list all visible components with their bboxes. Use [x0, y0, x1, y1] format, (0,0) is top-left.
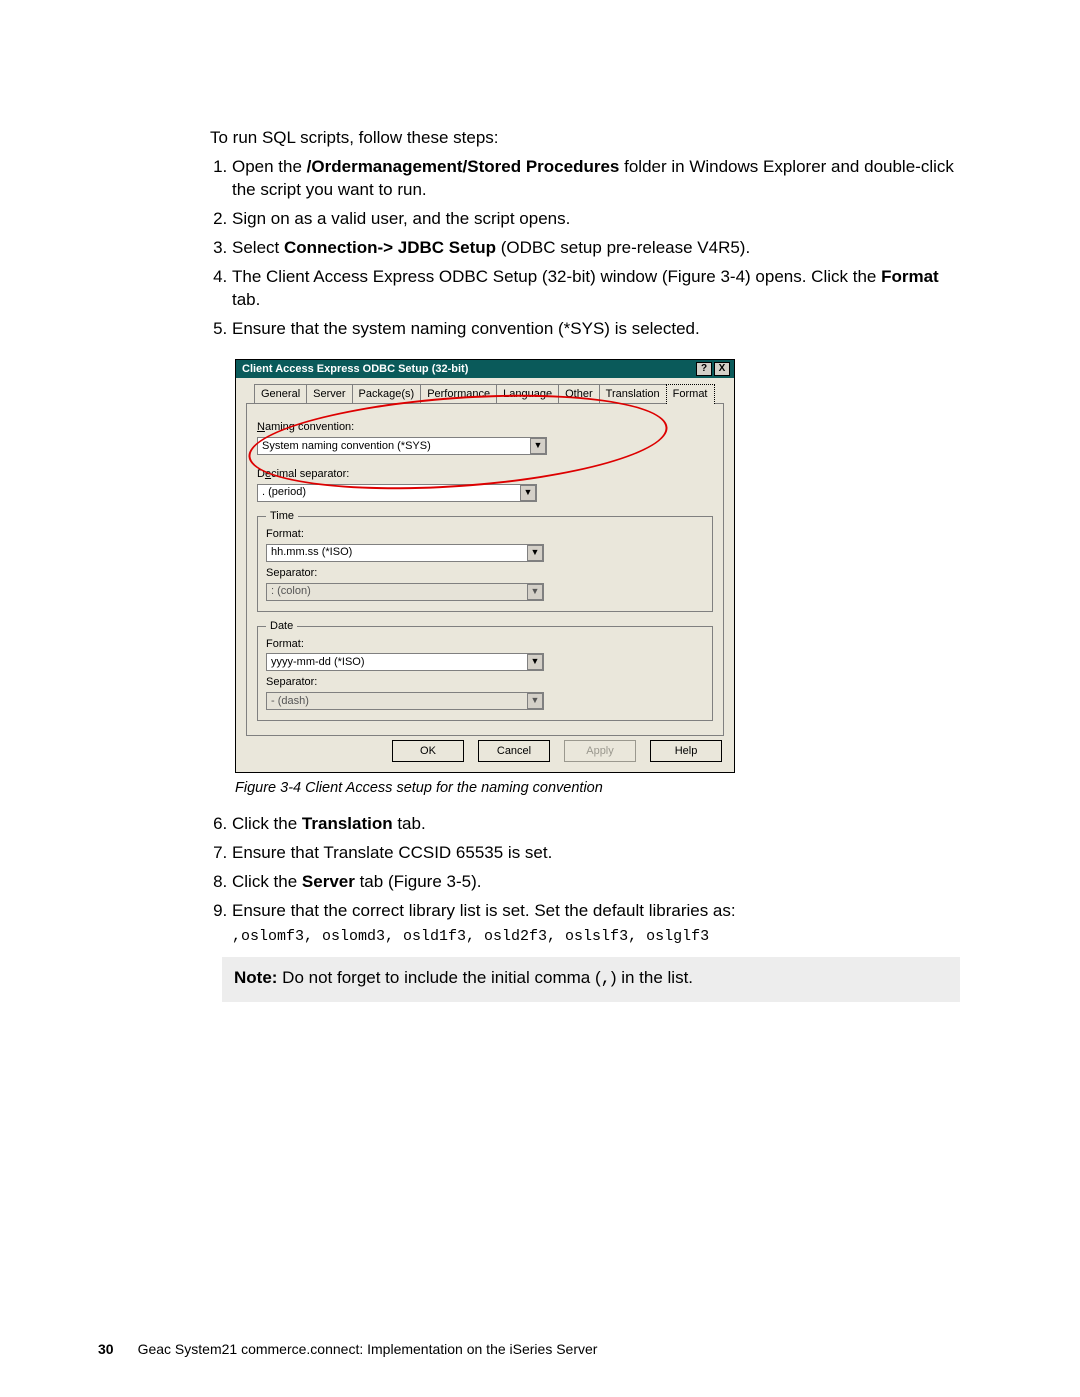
dialog-buttons: OK Cancel Apply Help: [246, 736, 724, 762]
tab-packages[interactable]: Package(s): [352, 384, 422, 404]
step-2: Sign on as a valid user, and the script …: [232, 208, 960, 231]
chevron-down-icon: ▼: [527, 584, 543, 600]
note-label: Note:: [234, 968, 277, 987]
tab-language[interactable]: Language: [496, 384, 559, 404]
date-group: Date Format: yyyy-mm-dd (*ISO) ▼ Separat…: [257, 626, 713, 722]
help-icon[interactable]: ?: [696, 362, 712, 376]
step-6: Click the Translation tab.: [232, 813, 960, 836]
chevron-down-icon[interactable]: ▼: [530, 438, 546, 454]
date-sep-label: Separator:: [266, 675, 704, 690]
format-panel: Naming convention: System naming convent…: [246, 403, 724, 736]
decimal-select[interactable]: . (period) ▼: [257, 484, 537, 502]
intro-text: To run SQL scripts, follow these steps:: [210, 127, 960, 150]
time-format-select[interactable]: hh.mm.ss (*ISO) ▼: [266, 544, 544, 562]
time-group-title: Time: [266, 509, 298, 524]
step-3: Select Connection-> JDBC Setup (ODBC set…: [232, 237, 960, 260]
date-sep-select: - (dash) ▼: [266, 692, 544, 710]
library-list-code: ,oslomf3, oslomd3, osld1f3, osld2f3, osl…: [232, 927, 960, 947]
date-group-title: Date: [266, 619, 297, 634]
tab-general[interactable]: General: [254, 384, 307, 404]
time-sep-label: Separator:: [266, 566, 704, 581]
chevron-down-icon[interactable]: ▼: [520, 485, 536, 501]
ok-button[interactable]: OK: [392, 740, 464, 762]
date-format-label: Format:: [266, 637, 704, 652]
time-format-label: Format:: [266, 527, 704, 542]
tab-server[interactable]: Server: [306, 384, 352, 404]
dialog-titlebar: Client Access Express ODBC Setup (32-bit…: [236, 360, 734, 379]
step-7: Ensure that Translate CCSID 65535 is set…: [232, 842, 960, 865]
figure-3-4: Client Access Express ODBC Setup (32-bit…: [235, 359, 960, 774]
naming-label: Naming convention:: [257, 420, 713, 435]
note-box: Note: Do not forget to include the initi…: [222, 957, 960, 1002]
step-8: Click the Server tab (Figure 3-5).: [232, 871, 960, 894]
steps-list-b: Click the Translation tab. Ensure that T…: [210, 813, 960, 1002]
tab-translation[interactable]: Translation: [599, 384, 667, 404]
step-5: Ensure that the system naming convention…: [232, 318, 960, 341]
odbc-setup-dialog: Client Access Express ODBC Setup (32-bit…: [235, 359, 735, 774]
cancel-button[interactable]: Cancel: [478, 740, 550, 762]
page-footer: 30 Geac System21 commerce.connect: Implem…: [98, 1341, 597, 1357]
close-icon[interactable]: X: [714, 362, 730, 376]
chevron-down-icon: ▼: [527, 693, 543, 709]
dialog-title: Client Access Express ODBC Setup (32-bit…: [242, 362, 468, 377]
apply-button: Apply: [564, 740, 636, 762]
chevron-down-icon[interactable]: ▼: [527, 654, 543, 670]
footer-title: Geac System21 commerce.connect: Implemen…: [138, 1341, 598, 1357]
step-9: Ensure that the correct library list is …: [232, 900, 960, 1002]
tab-other[interactable]: Other: [558, 384, 600, 404]
time-group: Time Format: hh.mm.ss (*ISO) ▼ Separator…: [257, 516, 713, 612]
decimal-label: Decimal separator:: [257, 467, 713, 482]
help-button[interactable]: Help: [650, 740, 722, 762]
step-4: The Client Access Express ODBC Setup (32…: [232, 266, 960, 312]
naming-select[interactable]: System naming convention (*SYS) ▼: [257, 437, 547, 455]
tab-row: General Server Package(s) Performance La…: [254, 384, 724, 404]
step-1: Open the /Ordermanagement/Stored Procedu…: [232, 156, 960, 202]
figure-caption: Figure 3-4 Client Access setup for the n…: [235, 779, 960, 799]
page-number: 30: [98, 1341, 114, 1357]
time-sep-select: : (colon) ▼: [266, 583, 544, 601]
chevron-down-icon[interactable]: ▼: [527, 545, 543, 561]
tab-performance[interactable]: Performance: [420, 384, 497, 404]
tab-format[interactable]: Format: [666, 384, 715, 404]
date-format-select[interactable]: yyyy-mm-dd (*ISO) ▼: [266, 653, 544, 671]
steps-list-a: Open the /Ordermanagement/Stored Procedu…: [210, 156, 960, 341]
